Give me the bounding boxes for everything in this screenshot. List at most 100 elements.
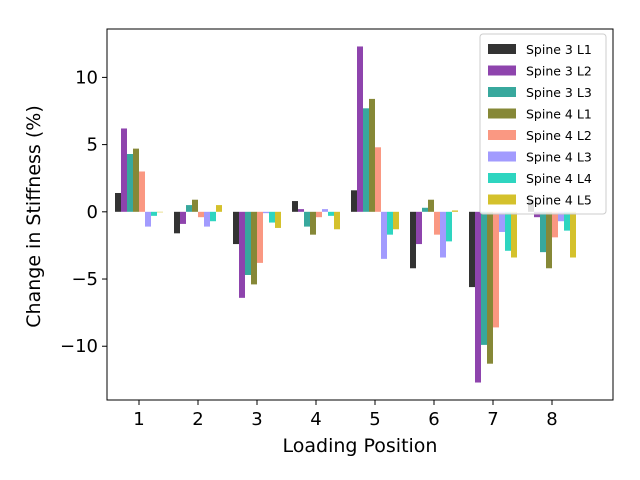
legend-swatch xyxy=(488,65,516,76)
bar-spine-3-l3-pos-4 xyxy=(304,211,310,227)
bar-spine-4-l4-pos-4 xyxy=(328,211,334,216)
bar-spine-4-l3-pos-8 xyxy=(558,211,564,222)
bar-spine-4-l4-pos-1 xyxy=(151,211,157,216)
legend: Spine 3 L1 Spine 3 L2 Spine 3 L3 Spine 4 L1… xyxy=(479,33,607,215)
legend-swatch xyxy=(488,44,516,54)
bar-spine-4-l4-pos-6 xyxy=(446,211,452,242)
bar-spine-4-l5-pos-6 xyxy=(452,210,458,212)
y-tick-label: −10 xyxy=(60,336,98,357)
x-axis-ticks: 1 2 3 4 5 6 7 8 xyxy=(133,400,558,430)
legend-label: Spine 4 L4 xyxy=(526,171,592,186)
legend-label: Spine 3 L1 xyxy=(526,42,592,57)
bar-spine-3-l3-pos-7 xyxy=(481,211,487,345)
legend-label: Spine 4 L5 xyxy=(526,193,592,208)
legend-swatch xyxy=(488,130,516,140)
bar-spine-4-l2-pos-6 xyxy=(434,211,440,235)
bar-spine-4-l3-pos-1 xyxy=(145,211,151,227)
x-tick-label: 8 xyxy=(546,409,557,430)
x-tick-label: 7 xyxy=(487,409,498,430)
bar-spine-3-l2-pos-6 xyxy=(416,211,422,245)
bar-spine-4-l5-pos-1 xyxy=(157,211,163,213)
bar-spine-4-l2-pos-2 xyxy=(198,211,204,218)
bar-spine-3-l3-pos-2 xyxy=(186,205,192,212)
bar-spine-3-l1-pos-2 xyxy=(174,211,180,234)
bar-spine-3-l1-pos-6 xyxy=(410,211,416,269)
legend-swatch xyxy=(488,87,516,97)
y-axis-label: Change in Stiffness (%) xyxy=(23,105,45,327)
bar-spine-3-l1-pos-1 xyxy=(115,192,121,212)
bar-spine-4-l1-pos-7 xyxy=(487,211,493,364)
plot-frame xyxy=(106,28,614,401)
legend-label: Spine 4 L2 xyxy=(526,128,592,143)
bar-spine-4-l1-pos-3 xyxy=(251,211,257,285)
bar-spine-4-l1-pos-4 xyxy=(310,211,316,235)
bar-spine-4-l2-pos-4 xyxy=(316,211,322,218)
bar-spine-3-l3-pos-6 xyxy=(422,207,428,212)
bar-spine-3-l2-pos-4 xyxy=(298,209,304,212)
bar-spine-4-l2-pos-1 xyxy=(139,171,145,212)
x-tick-label: 2 xyxy=(192,409,203,430)
y-tick-label: −5 xyxy=(71,269,98,290)
bar-spine-3-l2-pos-1 xyxy=(121,128,127,212)
bar-spine-4-l5-pos-5 xyxy=(393,211,399,230)
bar-spine-4-l3-pos-7 xyxy=(499,211,505,232)
bar-spine-4-l4-pos-3 xyxy=(269,211,275,223)
bar-spine-4-l2-pos-3 xyxy=(257,211,263,263)
x-tick-label: 5 xyxy=(369,409,380,430)
y-axis-ticks: 10 5 0 −5 −10 xyxy=(60,67,107,357)
bar-spine-3-l3-pos-1 xyxy=(127,154,133,212)
bar-spine-4-l5-pos-7 xyxy=(511,211,517,258)
legend-swatch xyxy=(488,151,516,162)
bar-spine-3-l1-pos-7 xyxy=(469,211,475,288)
bar-spine-3-l2-pos-5 xyxy=(357,46,363,212)
bar-spine-3-l1-pos-3 xyxy=(233,211,239,245)
y-tick-label: 0 xyxy=(87,202,98,223)
legend-swatch xyxy=(488,108,516,119)
bar-spine-3-l1-pos-5 xyxy=(351,190,357,212)
bar-spine-4-l3-pos-2 xyxy=(204,211,210,227)
bar-spine-4-l3-pos-3 xyxy=(263,211,269,214)
bar-spine-4-l5-pos-2 xyxy=(216,205,222,212)
bar-spine-4-l2-pos-5 xyxy=(375,147,381,212)
bar-spine-4-l1-pos-1 xyxy=(133,148,139,212)
legend-box xyxy=(479,33,607,215)
legend-label: Spine 4 L1 xyxy=(526,107,592,122)
legend-swatch xyxy=(488,173,516,183)
bar-spine-3-l3-pos-3 xyxy=(245,211,251,275)
bar-spine-3-l2-pos-7 xyxy=(475,211,481,383)
bar-spine-4-l5-pos-3 xyxy=(275,211,281,228)
bar-spine-3-l2-pos-3 xyxy=(239,211,245,298)
bar-spine-4-l1-pos-8 xyxy=(546,211,552,269)
legend-label: Spine 3 L2 xyxy=(526,64,592,79)
bar-spine-4-l2-pos-8 xyxy=(552,211,558,238)
bar-spine-4-l2-pos-7 xyxy=(493,211,499,328)
x-tick-label: 4 xyxy=(310,409,321,430)
bar-spine-3-l3-pos-5 xyxy=(363,108,369,212)
bar-spine-3-l2-pos-2 xyxy=(180,211,186,224)
bar-spine-4-l4-pos-5 xyxy=(387,211,393,235)
bar-spine-4-l4-pos-8 xyxy=(564,211,570,231)
bar-spine-4-l3-pos-6 xyxy=(440,211,446,258)
x-tick-label: 6 xyxy=(428,409,439,430)
legend-label: Spine 3 L3 xyxy=(526,85,592,100)
x-tick-label: 3 xyxy=(251,409,262,430)
legend-label: Spine 4 L3 xyxy=(526,150,592,165)
y-tick-label: 5 xyxy=(87,135,98,156)
bar-spine-4-l3-pos-5 xyxy=(381,211,387,259)
bar-spine-4-l1-pos-6 xyxy=(428,199,434,212)
bar-spine-4-l1-pos-5 xyxy=(369,98,375,212)
x-tick-label: 1 xyxy=(133,409,144,430)
x-axis-label: Loading Position xyxy=(283,435,438,457)
bar-spine-4-l1-pos-2 xyxy=(192,199,198,212)
bar-spine-4-l3-pos-4 xyxy=(322,209,328,212)
bar-spine-3-l3-pos-8 xyxy=(540,211,546,253)
bar-spine-3-l1-pos-4 xyxy=(292,201,298,212)
bar-spine-4-l5-pos-4 xyxy=(334,211,340,230)
legend-swatch xyxy=(488,194,516,205)
bar-spine-4-l5-pos-8 xyxy=(570,211,576,258)
bar-spine-4-l4-pos-2 xyxy=(210,211,216,222)
y-tick-label: 10 xyxy=(75,67,98,88)
bar-spine-4-l4-pos-7 xyxy=(505,211,511,251)
bars-group xyxy=(115,46,576,383)
